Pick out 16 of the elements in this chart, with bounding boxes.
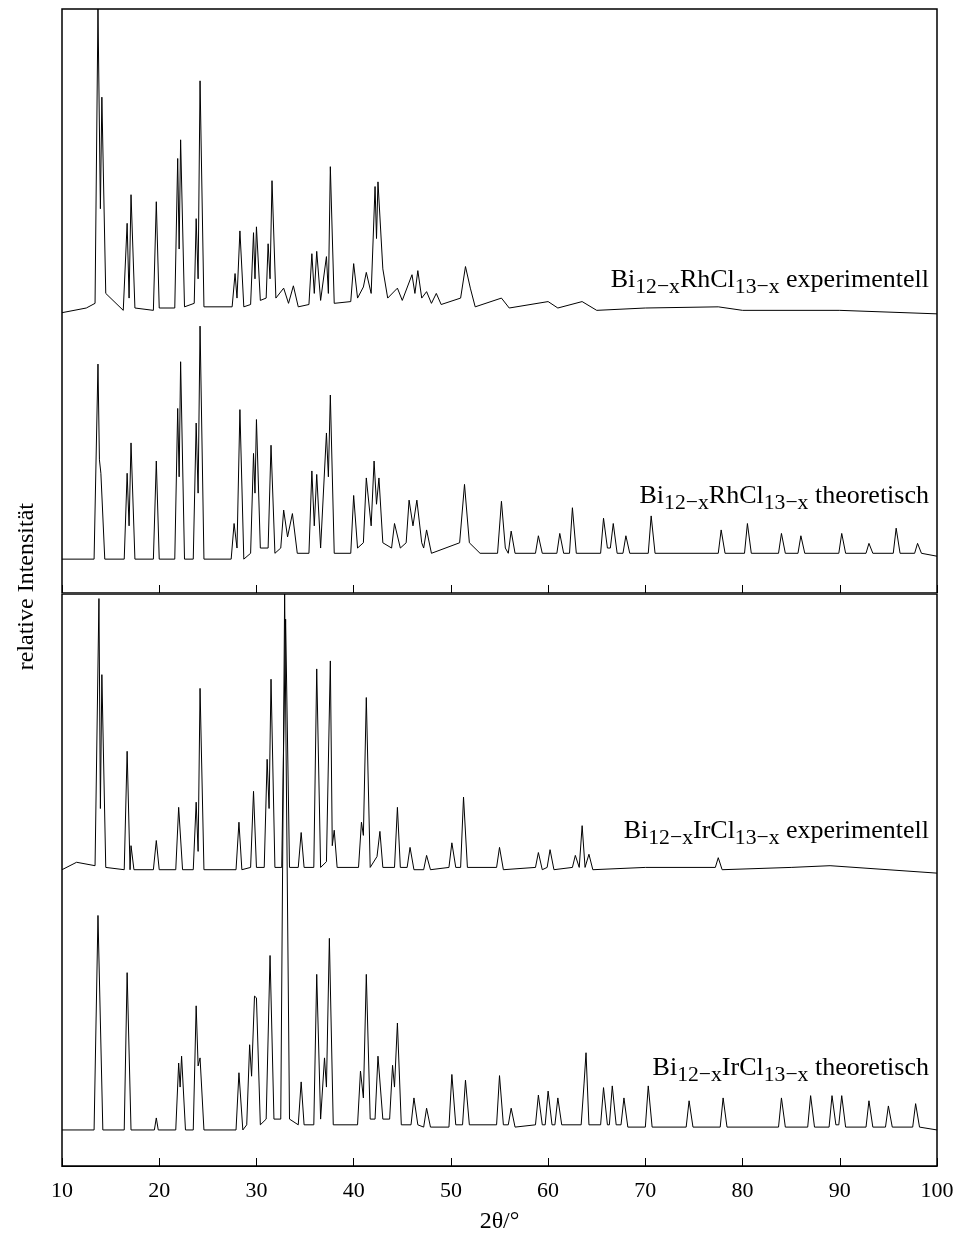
x-tick-label: 40	[342, 1176, 365, 1202]
x-tick-label: 10	[51, 1176, 73, 1202]
x-tick-label: 70	[634, 1176, 657, 1202]
x-tick-label: 90	[828, 1176, 851, 1202]
x-tick-label: 50	[439, 1176, 462, 1202]
x-axis-title: 2θ/°	[479, 1207, 520, 1233]
x-tick-label: 100	[920, 1176, 954, 1202]
series-label: Bi$_{12−x}$RhCl$_{13−x}$ experimentell	[610, 263, 929, 300]
series-label: Bi$_{12−x}$RhCl$_{13−x}$ theoretisch	[639, 480, 929, 517]
x-tick-label: 80	[731, 1176, 754, 1202]
series-label: Bi$_{12−x}$IrCl$_{13−x}$ theoretisch	[652, 1052, 929, 1089]
y-axis-title: relative Intensität	[12, 503, 39, 671]
x-tick-label: 20	[148, 1176, 171, 1202]
series-label: Bi$_{12−x}$IrCl$_{13−x}$ experimentell	[623, 814, 929, 851]
x-tick-label: 60	[537, 1176, 560, 1202]
x-tick-label: 30	[245, 1176, 268, 1202]
